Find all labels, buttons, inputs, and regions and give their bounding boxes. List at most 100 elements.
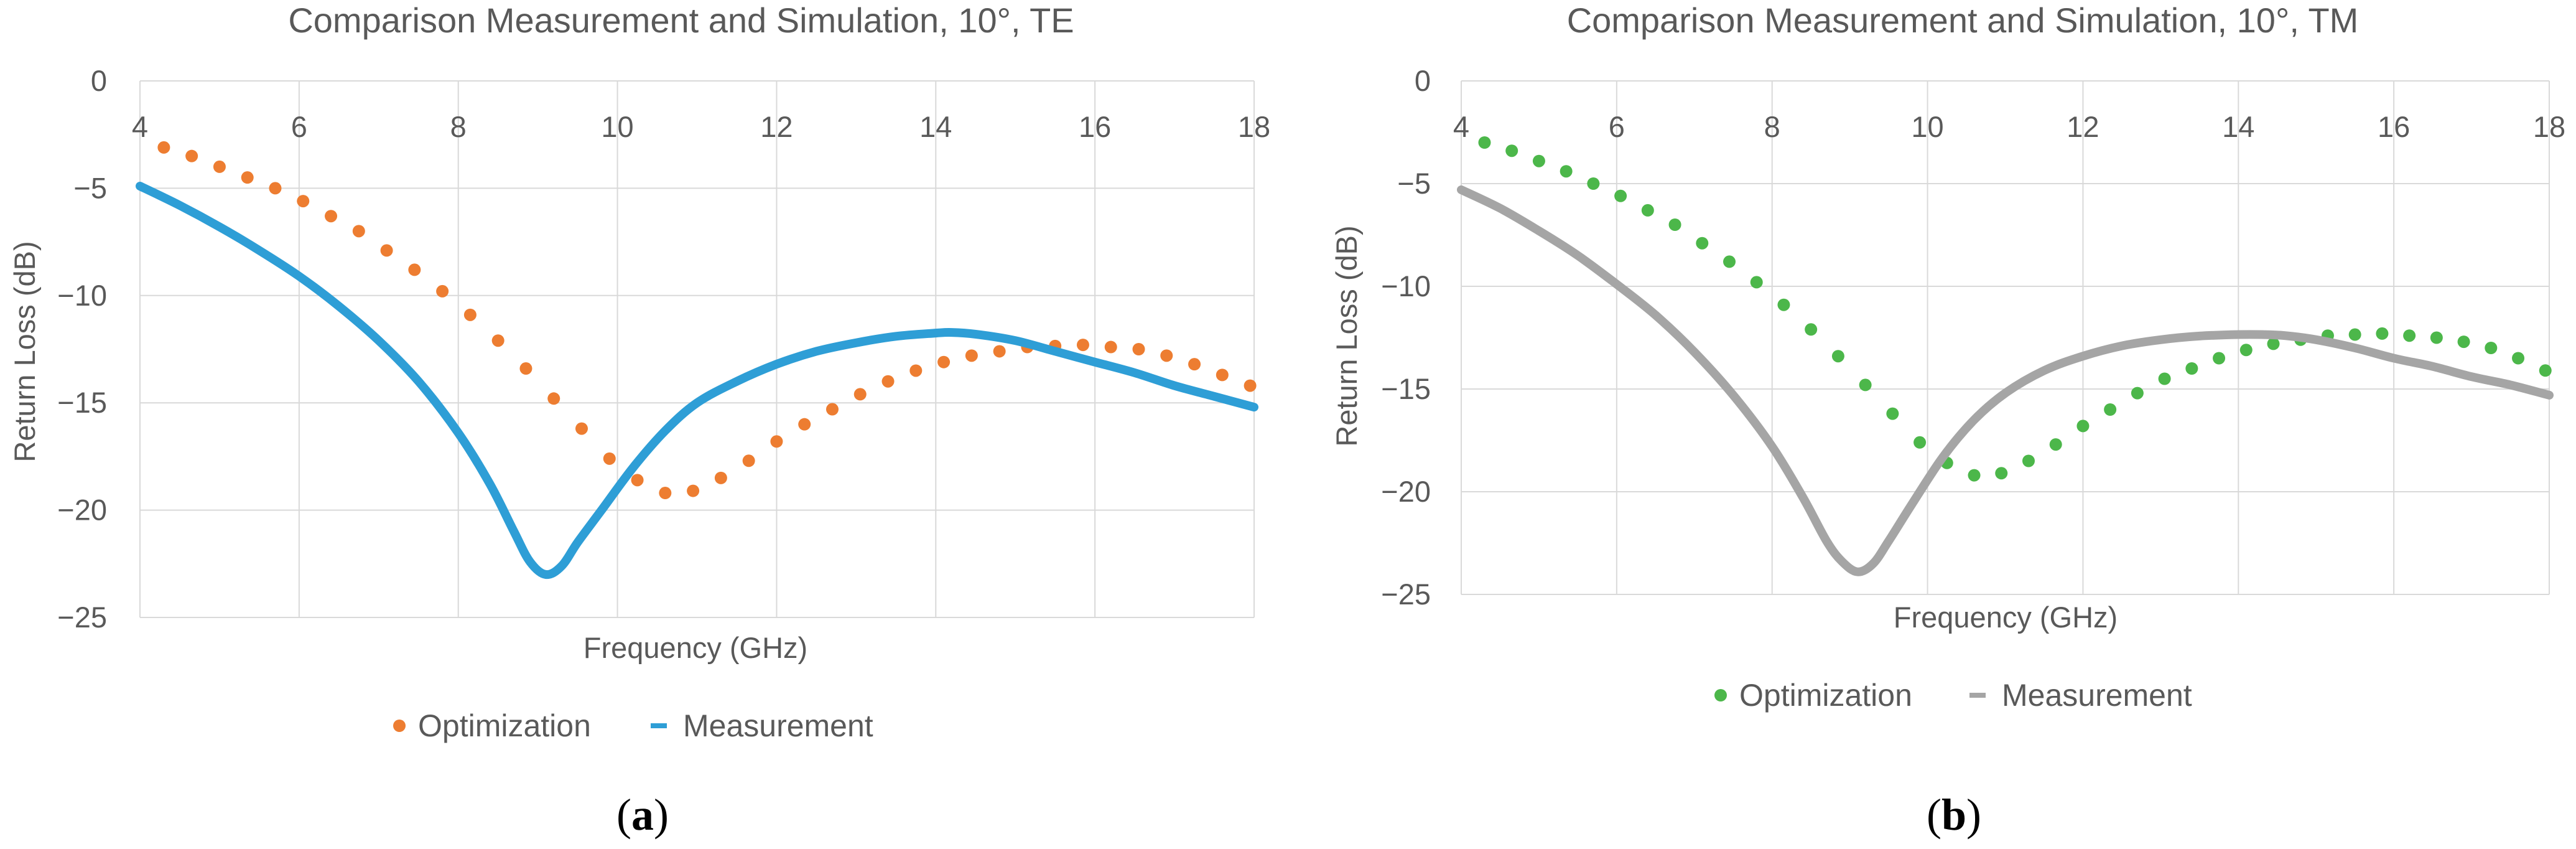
y-tick-label: −20 — [1381, 475, 1431, 508]
legend: Optimization Measurement — [393, 708, 873, 743]
legend-label-measurement: Measurement — [2002, 678, 2192, 713]
data-point-optimization — [2022, 454, 2035, 467]
data-point-optimization — [1560, 165, 1573, 178]
data-point-optimization — [2131, 387, 2144, 400]
data-point-optimization — [714, 471, 727, 484]
data-point-optimization — [436, 284, 449, 298]
data-point-optimization — [687, 484, 700, 497]
panel-label-a: (a) — [616, 790, 669, 840]
legend-label-optimization: Optimization — [1739, 678, 1912, 713]
data-point-optimization — [825, 403, 839, 416]
data-point-optimization — [798, 418, 811, 431]
data-point-optimization — [1696, 237, 1709, 250]
data-point-optimization — [603, 452, 616, 465]
data-point-optimization — [519, 362, 532, 375]
data-point-optimization — [547, 392, 560, 405]
x-tick-label: 18 — [2533, 110, 2565, 143]
data-point-optimization — [659, 487, 672, 500]
data-point-optimization — [1614, 189, 1627, 202]
x-tick-label: 14 — [2222, 110, 2254, 143]
data-point-optimization — [965, 349, 978, 362]
data-point-optimization — [2049, 438, 2062, 451]
data-point-optimization — [1587, 177, 1600, 190]
y-tick-label: −15 — [1381, 372, 1431, 405]
y-tick-label: −25 — [1381, 578, 1431, 611]
data-point-optimization — [2403, 329, 2416, 342]
x-tick-label: 12 — [2067, 110, 2099, 143]
plot-marks — [1457, 136, 2554, 576]
x-tick-labels: 4 6 8 10 12 14 16 18 — [132, 110, 1270, 143]
y-axis-title: Return Loss (dB) — [1330, 225, 1363, 446]
x-tick-label: 12 — [760, 110, 793, 143]
data-point-optimization — [1188, 358, 1201, 371]
data-point-optimization — [1668, 218, 1681, 231]
data-point-optimization — [463, 308, 477, 321]
data-point-optimization — [2348, 328, 2361, 341]
legend-marker-measurement — [651, 723, 667, 728]
y-tick-label: 0 — [91, 64, 107, 97]
data-point-optimization — [1244, 379, 1257, 392]
y-tick-labels: 0 −5 −10 −15 −20 −25 — [1381, 64, 1431, 611]
data-point-optimization — [2076, 420, 2090, 433]
x-tick-label: 4 — [132, 110, 148, 143]
data-point-optimization — [213, 160, 226, 173]
data-point-optimization — [1805, 323, 1818, 336]
data-point-optimization — [2485, 342, 2498, 354]
legend-marker-measurement — [1969, 693, 1986, 698]
data-point-optimization — [1216, 368, 1229, 382]
data-point-optimization — [352, 225, 365, 238]
data-point-optimization — [1831, 350, 1844, 363]
data-point-optimization — [157, 141, 170, 154]
data-point-optimization — [1777, 298, 1790, 311]
legend: Optimization Measurement — [1714, 678, 2192, 713]
x-tick-label: 16 — [2378, 110, 2410, 143]
data-point-optimization — [881, 375, 895, 388]
data-point-optimization — [1132, 343, 1145, 355]
data-point-optimization — [2376, 327, 2389, 340]
data-point-optimization — [2185, 362, 2198, 375]
data-point-optimization — [1076, 339, 1089, 352]
y-tick-label: −5 — [73, 171, 107, 204]
data-point-optimization — [909, 364, 923, 377]
data-point-optimization — [1104, 340, 1117, 354]
data-point-optimization — [1750, 276, 1763, 289]
x-axis-title: Frequency (GHz) — [1894, 601, 2118, 634]
data-point-optimization — [1641, 204, 1654, 217]
data-point-optimization — [380, 244, 393, 257]
x-axis-title: Frequency (GHz) — [584, 631, 807, 664]
data-point-optimization — [2512, 352, 2525, 365]
data-point-optimization — [575, 422, 588, 435]
data-point-optimization — [491, 334, 505, 347]
panel-label-b: (b) — [1927, 790, 1981, 840]
data-point-optimization — [853, 388, 867, 401]
x-tick-labels: 4 6 8 10 12 14 16 18 — [1453, 110, 2565, 143]
legend-marker-optimization — [1714, 689, 1727, 701]
data-point-optimization — [2213, 352, 2226, 365]
y-tick-labels: 0 −5 −10 −15 −20 −25 — [57, 64, 107, 634]
y-tick-label: −25 — [57, 601, 107, 634]
data-point-optimization — [2430, 331, 2443, 344]
data-point-optimization — [1505, 144, 1518, 157]
data-point-optimization — [185, 149, 198, 162]
data-point-optimization — [2104, 403, 2117, 416]
data-point-optimization — [770, 435, 783, 448]
data-point-optimization — [1968, 469, 1981, 482]
data-point-optimization — [1160, 349, 1173, 362]
data-point-optimization — [993, 345, 1006, 358]
chart-title: Comparison Measurement and Simulation, 1… — [1567, 1, 2359, 40]
data-point-optimization — [1859, 378, 1872, 392]
data-point-optimization — [631, 474, 644, 487]
data-point-optimization — [1478, 136, 1491, 149]
y-tick-label: −10 — [57, 279, 107, 312]
data-point-optimization — [2457, 335, 2470, 349]
chart-title: Comparison Measurement and Simulation, 1… — [288, 1, 1074, 40]
legend-label-optimization: Optimization — [418, 708, 591, 743]
x-tick-label: 6 — [1609, 110, 1625, 143]
series-line-measurement — [136, 182, 1258, 579]
data-point-optimization — [937, 355, 951, 368]
x-tick-label: 10 — [601, 110, 633, 143]
data-point-optimization — [241, 171, 254, 184]
x-tick-label: 6 — [291, 110, 307, 143]
x-tick-label: 14 — [919, 110, 952, 143]
